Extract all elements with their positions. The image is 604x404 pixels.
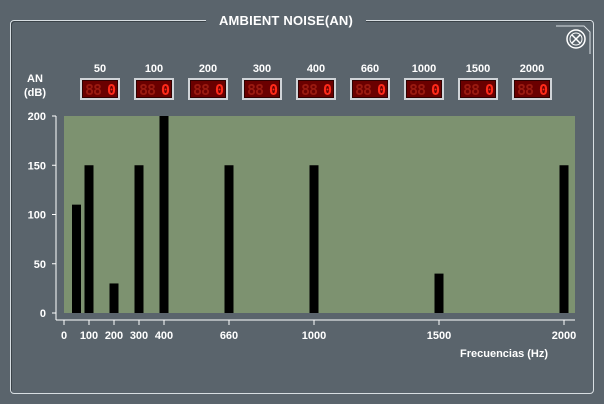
y-tick-label: 100 [28, 210, 46, 222]
close-icon [556, 25, 591, 54]
close-button[interactable] [556, 24, 592, 54]
x-axis-label: Frecuencias (Hz) [460, 348, 549, 360]
band-label-1500: 1500 [465, 63, 491, 75]
led-value: 0 [214, 81, 224, 99]
bar-400 [159, 116, 169, 313]
bar-300 [134, 165, 144, 313]
an-unit-label: AN (dB) [20, 72, 50, 100]
window-title: AMBIENT NOISE(AN) [218, 13, 354, 28]
band-label-50: 50 [93, 63, 107, 75]
bar-1000 [309, 165, 319, 313]
y-tick-label: 0 [40, 308, 46, 320]
x-tick-label: 200 [105, 330, 123, 342]
led-value: 0 [322, 81, 332, 99]
led-value: 0 [484, 81, 494, 99]
led-readout-300: 88 0 [242, 78, 282, 100]
an-label-line2: (dB) [24, 87, 46, 99]
led-value: 0 [160, 81, 170, 99]
x-tick-label: 1500 [427, 330, 451, 342]
band-label-200: 200 [198, 63, 218, 75]
x-tick-label: 0 [61, 330, 67, 342]
band-label-1000: 1000 [411, 63, 437, 75]
led-ghost-digits: 88 [193, 81, 210, 99]
led-ghost-digits: 88 [409, 81, 426, 99]
led-ghost-digits: 88 [301, 81, 318, 99]
x-tick-label: 100 [80, 330, 98, 342]
led-ghost-digits: 88 [463, 81, 480, 99]
led-readout-200: 88 0 [188, 78, 228, 100]
plot-area [64, 116, 575, 313]
led-value: 0 [430, 81, 440, 99]
led-value: 0 [376, 81, 386, 99]
band-label-660: 660 [360, 63, 380, 75]
led-value: 0 [268, 81, 278, 99]
y-tick-label: 150 [28, 160, 46, 172]
led-readout-1000: 88 0 [404, 78, 444, 100]
led-readout-50: 88 0 [80, 78, 120, 100]
an-label-line1: AN [27, 73, 43, 85]
x-tick-label: 2000 [552, 330, 576, 342]
bar-200 [109, 283, 119, 313]
led-readout-400: 88 0 [296, 78, 336, 100]
y-tick-label: 200 [28, 111, 46, 123]
led-readout-100: 88 0 [134, 78, 174, 100]
x-tick-label: 1000 [302, 330, 326, 342]
led-readout-660: 88 0 [350, 78, 390, 100]
led-ghost-digits: 88 [139, 81, 156, 99]
y-tick-label: 50 [34, 259, 46, 271]
x-tick-label: 300 [130, 330, 148, 342]
led-ghost-digits: 88 [517, 81, 534, 99]
bar-50 [72, 204, 81, 313]
led-ghost-digits: 88 [85, 81, 102, 99]
led-value: 0 [106, 81, 116, 99]
band-label-100: 100 [144, 63, 164, 75]
led-value: 0 [538, 81, 548, 99]
bar-1500 [434, 273, 444, 313]
band-label-400: 400 [306, 63, 326, 75]
led-readout-1500: 88 0 [458, 78, 498, 100]
band-label-2000: 2000 [519, 63, 545, 75]
bar-660 [224, 165, 234, 313]
band-label-300: 300 [252, 63, 272, 75]
led-ghost-digits: 88 [247, 81, 264, 99]
x-tick-label: 660 [220, 330, 238, 342]
bar-2000 [559, 165, 569, 313]
bar-100 [84, 165, 94, 313]
x-tick-label: 400 [155, 330, 173, 342]
title-bar: AMBIENT NOISE(AN) [206, 10, 366, 32]
led-ghost-digits: 88 [355, 81, 372, 99]
led-readout-2000: 88 0 [512, 78, 552, 100]
